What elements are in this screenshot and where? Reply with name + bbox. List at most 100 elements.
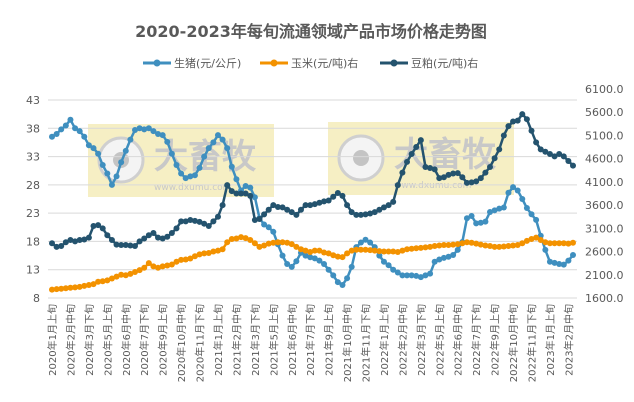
data-point xyxy=(523,116,530,123)
data-point xyxy=(570,162,576,169)
data-point xyxy=(546,258,553,265)
data-point xyxy=(570,239,576,246)
data-point xyxy=(274,239,281,246)
data-point xyxy=(95,278,102,285)
data-point xyxy=(468,239,475,246)
data-point xyxy=(118,159,125,166)
x-tick-label: 2022年5月上旬 xyxy=(433,304,446,376)
data-point xyxy=(542,246,549,253)
data-point xyxy=(168,150,175,157)
data-point xyxy=(210,218,217,225)
data-point xyxy=(546,240,553,247)
data-point xyxy=(58,285,65,292)
data-point xyxy=(155,130,162,137)
data-point xyxy=(265,206,272,213)
data-point xyxy=(288,209,295,216)
data-point xyxy=(49,286,55,293)
data-point xyxy=(491,155,498,162)
data-point xyxy=(551,153,558,160)
data-point xyxy=(118,242,125,249)
data-point xyxy=(399,169,406,176)
data-point xyxy=(164,233,171,240)
data-point xyxy=(238,190,245,197)
data-point xyxy=(482,169,489,176)
data-point xyxy=(85,142,92,149)
data-point xyxy=(67,236,74,243)
data-point xyxy=(72,238,79,245)
data-point xyxy=(284,239,291,246)
y-right-tick-label: 5100.0 xyxy=(585,129,624,142)
y-axis-left: 8 13 18 23 28 33 38 43 xyxy=(26,94,40,305)
data-point xyxy=(178,218,185,225)
data-point xyxy=(542,239,549,246)
data-point xyxy=(353,246,360,253)
data-point xyxy=(321,261,328,268)
data-point xyxy=(238,234,245,241)
data-point xyxy=(270,239,277,246)
data-point xyxy=(173,162,180,169)
data-point xyxy=(431,258,438,265)
data-point xyxy=(367,239,374,246)
data-point xyxy=(108,236,115,243)
data-point xyxy=(108,181,115,188)
data-point xyxy=(334,279,341,286)
data-point xyxy=(440,242,447,249)
x-tick-label: 2021年6月中旬 xyxy=(286,304,299,376)
data-point xyxy=(90,145,97,152)
data-point xyxy=(399,247,406,254)
x-tick-label: 2020年1月上旬 xyxy=(46,304,59,376)
data-point xyxy=(150,128,157,135)
data-point xyxy=(514,187,521,194)
data-point xyxy=(205,145,212,152)
y-right-tick-label: 4100.0 xyxy=(585,176,624,189)
data-point xyxy=(104,232,111,239)
data-point xyxy=(201,153,208,160)
data-point xyxy=(330,272,337,279)
x-tick-label: 2023年2月中旬 xyxy=(562,304,575,376)
data-point xyxy=(487,164,494,171)
data-point xyxy=(261,242,268,249)
data-point xyxy=(178,170,185,177)
data-point xyxy=(284,261,291,268)
plot-area xyxy=(49,111,576,293)
data-point xyxy=(560,261,567,268)
data-point xyxy=(445,253,452,260)
data-point xyxy=(450,252,457,259)
data-point xyxy=(155,264,162,271)
data-point xyxy=(537,146,544,153)
data-point xyxy=(265,224,272,231)
data-point xyxy=(270,228,277,235)
x-tick-label: 2023年1月上旬 xyxy=(544,304,557,376)
series-soymeal xyxy=(49,111,576,250)
data-point xyxy=(99,162,106,169)
data-point xyxy=(500,132,507,139)
data-point xyxy=(58,126,65,133)
data-point xyxy=(454,246,461,253)
data-point xyxy=(76,283,83,290)
data-point xyxy=(394,269,401,276)
data-point xyxy=(104,170,111,177)
data-point xyxy=(491,243,498,250)
x-tick-label: 2021年10月中旬 xyxy=(341,304,354,382)
y-right-tick-label: 2600.0 xyxy=(585,246,624,259)
data-point xyxy=(528,127,535,134)
data-point xyxy=(316,257,323,264)
data-point xyxy=(274,203,281,210)
data-point xyxy=(297,206,304,213)
data-point xyxy=(224,182,231,189)
data-point xyxy=(108,275,115,282)
data-point xyxy=(519,240,526,247)
data-point xyxy=(159,132,166,139)
data-point xyxy=(546,151,553,158)
data-point xyxy=(145,125,152,132)
data-point xyxy=(279,252,286,259)
data-point xyxy=(496,243,503,250)
data-point xyxy=(445,171,452,178)
data-point xyxy=(390,198,397,205)
data-point xyxy=(136,267,143,274)
data-point xyxy=(505,242,512,249)
data-point xyxy=(307,254,314,261)
data-point xyxy=(145,232,152,239)
